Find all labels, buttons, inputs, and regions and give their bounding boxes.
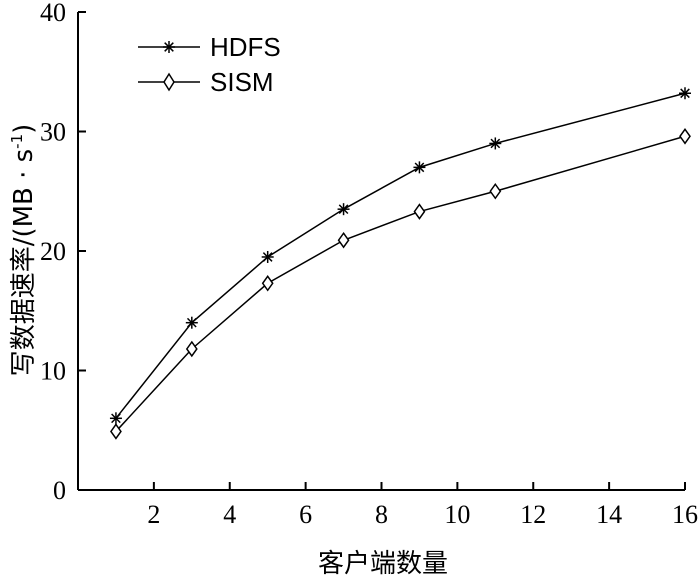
x-tick-label: 6 bbox=[299, 500, 312, 529]
y-axis-ticks: 0 10 20 30 40 bbox=[40, 0, 86, 505]
data-point bbox=[489, 182, 502, 200]
x-tick-label: 8 bbox=[375, 500, 388, 529]
data-point bbox=[110, 423, 122, 440]
data-point bbox=[413, 161, 426, 174]
y-axis-title-main: 写数据速率/(MB · s bbox=[9, 149, 39, 377]
data-point bbox=[337, 203, 350, 216]
series-line-hdfs bbox=[115, 92, 686, 419]
data-point bbox=[109, 412, 122, 425]
x-tick-label: 2 bbox=[147, 500, 160, 529]
asterisk-stroke bbox=[186, 317, 197, 328]
y-axis-title: 写数据速率/(MB · s-1) bbox=[8, 124, 39, 377]
data-point bbox=[337, 231, 350, 249]
data-point bbox=[185, 340, 198, 358]
series-hdfs bbox=[109, 87, 691, 425]
data-point bbox=[185, 316, 198, 329]
data-point bbox=[261, 250, 274, 263]
y-tick-label: 40 bbox=[40, 0, 66, 27]
x-tick-label: 16 bbox=[672, 500, 698, 529]
legend-marker bbox=[163, 41, 175, 53]
x-tick-label: 12 bbox=[520, 500, 546, 529]
y-tick-label: 10 bbox=[40, 357, 66, 386]
legend-item-sism: SISM bbox=[138, 67, 274, 97]
series-line-sism bbox=[115, 135, 686, 432]
y-tick-label: 20 bbox=[40, 237, 66, 266]
asterisk-stroke bbox=[414, 162, 425, 173]
asterisk-stroke bbox=[680, 88, 690, 99]
y-tick-label: 30 bbox=[40, 118, 66, 147]
x-axis-ticks: 2 4 6 8 10 12 14 16 bbox=[147, 482, 698, 529]
legend-marker bbox=[163, 72, 175, 92]
series-layer bbox=[109, 87, 691, 440]
x-tick-label: 10 bbox=[444, 500, 470, 529]
series-sism bbox=[110, 127, 691, 440]
y-tick-label: 0 bbox=[53, 476, 66, 505]
legend-item-hdfs: HDFS bbox=[138, 32, 281, 62]
data-point bbox=[679, 87, 691, 100]
x-tick-label: 4 bbox=[223, 500, 236, 529]
data-point bbox=[489, 137, 502, 150]
legend: HDFS SISM bbox=[138, 32, 281, 97]
data-point bbox=[261, 274, 274, 292]
data-point bbox=[679, 127, 691, 145]
x-axis-title: 客户端数量 bbox=[318, 549, 448, 579]
x-tick-label: 14 bbox=[596, 500, 622, 529]
asterisk-stroke bbox=[262, 252, 273, 262]
y-axis-title-end: ) bbox=[9, 124, 39, 134]
legend-label: SISM bbox=[210, 67, 274, 97]
asterisk-stroke bbox=[338, 204, 349, 215]
asterisk-stroke bbox=[111, 413, 121, 424]
legend-label: HDFS bbox=[210, 32, 281, 62]
data-point bbox=[413, 203, 426, 220]
y-axis-title-sup: -1 bbox=[8, 134, 26, 149]
asterisk-stroke bbox=[490, 138, 501, 149]
asterisk-stroke bbox=[164, 42, 174, 52]
